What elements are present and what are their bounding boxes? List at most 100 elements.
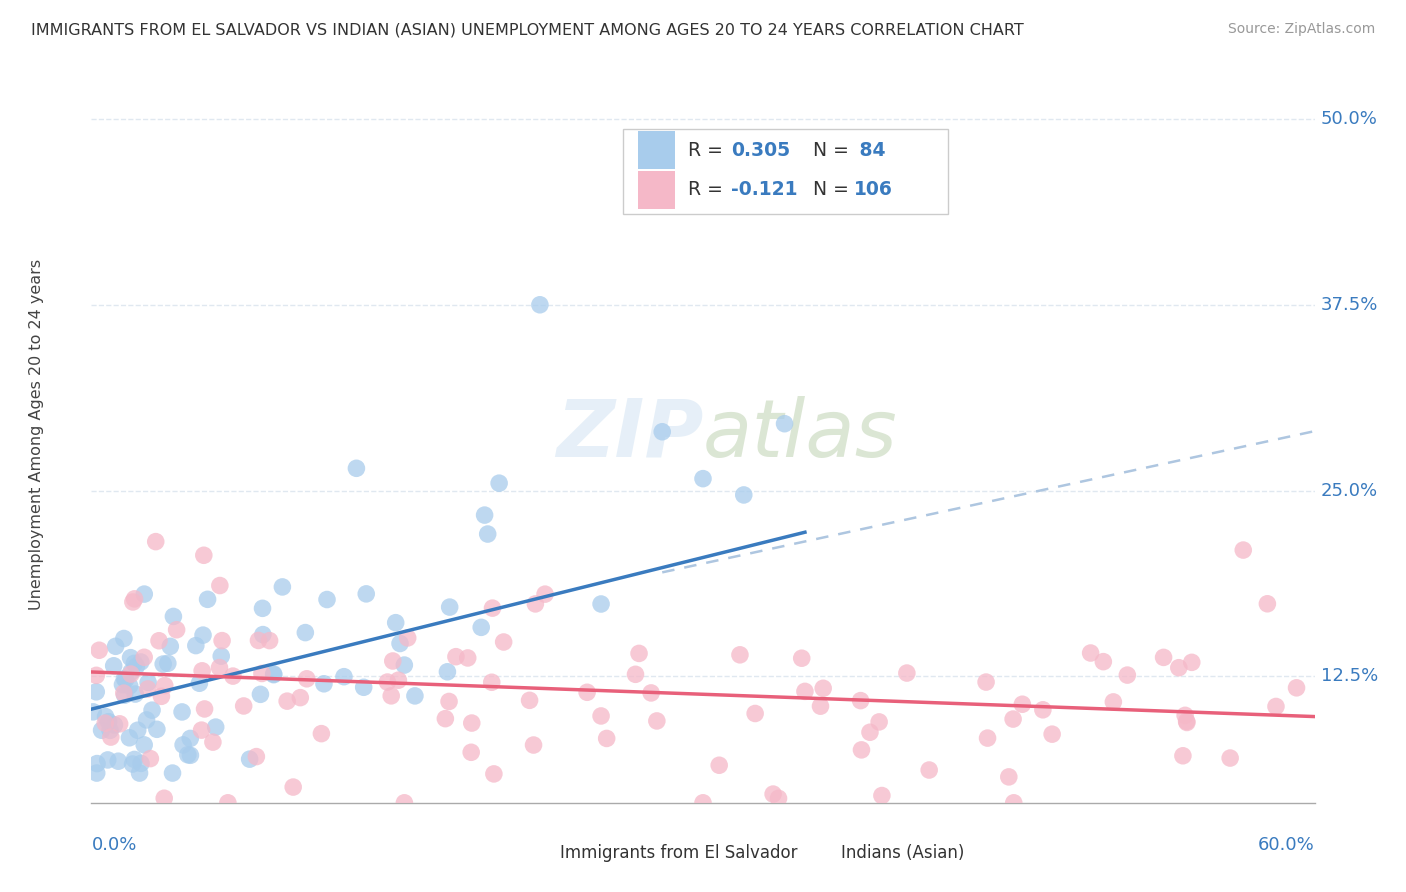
Point: [129, 756, 152, 771]
Point: [294, 625, 316, 640]
Point: [193, 549, 215, 563]
Point: [1167, 661, 1189, 675]
Point: [162, 766, 184, 780]
Point: [1002, 712, 1025, 726]
Point: [377, 675, 399, 690]
Point: [1256, 597, 1278, 611]
Point: [576, 685, 599, 699]
Point: [211, 633, 233, 648]
Point: [124, 591, 146, 606]
Point: [868, 714, 890, 729]
Point: [346, 461, 368, 475]
Point: [82, 705, 104, 719]
Point: [120, 650, 142, 665]
Point: [97, 714, 120, 729]
Point: [1265, 699, 1288, 714]
FancyBboxPatch shape: [638, 131, 675, 169]
Point: [208, 578, 231, 592]
Point: [768, 791, 790, 805]
Point: [89, 643, 111, 657]
Point: [146, 723, 169, 737]
Point: [524, 597, 547, 611]
Point: [380, 689, 402, 703]
Point: [444, 649, 467, 664]
Point: [1002, 796, 1025, 810]
Point: [295, 672, 318, 686]
Point: [1011, 698, 1033, 712]
Point: [439, 600, 461, 615]
Point: [271, 580, 294, 594]
Point: [461, 716, 484, 731]
Point: [145, 534, 167, 549]
Point: [849, 693, 872, 707]
Point: [128, 766, 150, 780]
Point: [107, 754, 129, 768]
Point: [98, 723, 121, 738]
Point: [252, 627, 274, 641]
Point: [166, 623, 188, 637]
Point: [263, 667, 285, 681]
Point: [692, 472, 714, 486]
Point: [381, 654, 404, 668]
Text: Source: ZipAtlas.com: Source: ZipAtlas.com: [1227, 22, 1375, 37]
Text: R =: R =: [689, 141, 730, 160]
Text: 0.0%: 0.0%: [91, 836, 136, 854]
Point: [217, 796, 239, 810]
Point: [460, 745, 482, 759]
Point: [94, 716, 117, 731]
Point: [114, 673, 136, 687]
Point: [482, 767, 505, 781]
Point: [387, 673, 409, 688]
Point: [177, 747, 200, 762]
Point: [1181, 656, 1204, 670]
Point: [1232, 543, 1254, 558]
Point: [208, 660, 231, 674]
Point: [396, 631, 419, 645]
Point: [112, 632, 135, 646]
Point: [179, 748, 201, 763]
Point: [90, 723, 112, 738]
Point: [492, 635, 515, 649]
Point: [477, 527, 499, 541]
Point: [744, 706, 766, 721]
Point: [728, 648, 751, 662]
Point: [259, 633, 281, 648]
Point: [661, 134, 683, 148]
Point: [120, 665, 142, 679]
Point: [651, 425, 673, 439]
Point: [136, 681, 159, 696]
Point: [591, 597, 613, 611]
Point: [153, 679, 176, 693]
Point: [333, 670, 356, 684]
Text: 106: 106: [853, 180, 893, 199]
Point: [103, 658, 125, 673]
Text: ZIP: ZIP: [555, 396, 703, 474]
Point: [276, 694, 298, 708]
Point: [86, 766, 108, 780]
Point: [519, 693, 541, 707]
Point: [437, 694, 460, 708]
Point: [1219, 751, 1241, 765]
Point: [112, 672, 135, 686]
Point: [129, 655, 152, 669]
Text: 50.0%: 50.0%: [1320, 110, 1378, 128]
Text: 84: 84: [853, 141, 886, 160]
Point: [188, 676, 211, 690]
Text: -0.121: -0.121: [731, 180, 797, 199]
Point: [534, 587, 557, 601]
Point: [1285, 681, 1308, 695]
Point: [290, 690, 312, 705]
Point: [436, 665, 458, 679]
Point: [1175, 714, 1198, 729]
Point: [481, 601, 503, 615]
Point: [148, 633, 170, 648]
Point: [1174, 708, 1197, 723]
Point: [733, 488, 755, 502]
Point: [191, 664, 214, 678]
Point: [162, 609, 184, 624]
Point: [1102, 695, 1125, 709]
Point: [645, 714, 668, 728]
Point: [134, 587, 156, 601]
Point: [918, 763, 941, 777]
Point: [121, 757, 143, 772]
